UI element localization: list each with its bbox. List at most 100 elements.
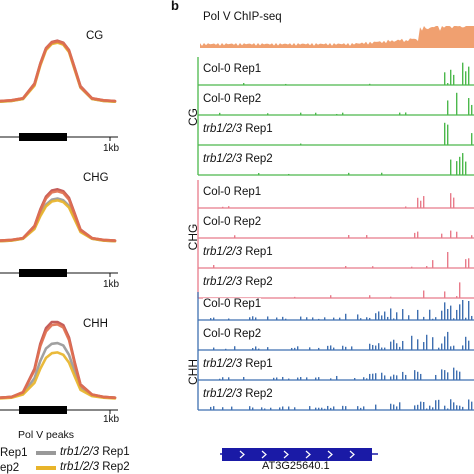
signal-bar (213, 265, 215, 268)
signal-bar (396, 312, 398, 320)
signal-bar (342, 345, 344, 350)
signal-bar (369, 83, 371, 85)
signal-bar (372, 266, 374, 268)
signal-bar (432, 407, 434, 410)
signal-bar (456, 296, 458, 298)
signal-bar (423, 316, 425, 320)
chip-seq-area (200, 26, 474, 48)
signal-bar (243, 376, 245, 380)
signal-bar (366, 317, 368, 320)
signal-bar (405, 112, 407, 115)
signal-bar (306, 317, 308, 320)
peak-region-bar-chh (19, 406, 67, 414)
signal-bar (444, 405, 446, 410)
signal-bar (435, 400, 437, 410)
signal-bar (375, 404, 377, 410)
signal-bar (357, 314, 359, 320)
group-label-chh: CHH (186, 359, 200, 385)
signal-bar (306, 377, 308, 380)
signal-bar (378, 311, 380, 320)
signal-bar (456, 161, 458, 175)
signal-bar (390, 341, 392, 350)
signal-bar (456, 92, 458, 115)
signal-bar (222, 206, 224, 208)
gene-strand-arrow (327, 450, 333, 459)
signal-bar (267, 347, 269, 350)
signal-bar (348, 172, 350, 175)
signal-bar (426, 408, 428, 410)
signal-bar (450, 193, 452, 208)
signal-bar (357, 406, 359, 410)
signal-bar (276, 317, 278, 320)
signal-bar (336, 375, 338, 380)
signal-bar (441, 310, 443, 320)
x-tick-1kb-chh: 1kb (103, 414, 120, 425)
signal-bar (456, 309, 458, 320)
signal-bar (258, 173, 260, 175)
x-tick-1kb-chg: 1kb (103, 279, 120, 290)
signal-bar (228, 206, 230, 208)
signal-bar (435, 317, 437, 320)
track-label-cg-2: trb1/2/3 Rep1 (203, 123, 273, 135)
peak-region-bar-chg (19, 269, 67, 277)
signal-bar (276, 377, 278, 380)
signal-bar (399, 402, 401, 410)
signal-bar (453, 367, 455, 380)
signal-bar (372, 373, 374, 380)
signal-bar (336, 113, 338, 115)
signal-bar (264, 408, 266, 410)
signal-bar (213, 406, 215, 410)
signal-bar (333, 406, 335, 410)
signal-bar (234, 235, 236, 238)
signal-bar (345, 346, 347, 350)
signal-bar (456, 231, 458, 238)
signal-bar (330, 345, 332, 350)
signal-bar (318, 407, 320, 410)
signal-bar (360, 407, 362, 410)
signal-bar (384, 311, 386, 320)
signal-bar (360, 318, 362, 320)
signal-bar (414, 370, 416, 380)
signal-bar (333, 317, 335, 320)
signal-bar (288, 378, 290, 380)
signal-bar (405, 374, 407, 380)
signal-bar (402, 309, 404, 320)
signal-bar (450, 230, 452, 238)
gene-strand-arrow (239, 450, 245, 459)
signal-bar (417, 339, 419, 350)
group-label-chg: CHG (186, 223, 200, 251)
signal-bar (420, 200, 422, 208)
signal-bar (342, 405, 344, 410)
signal-bar (384, 347, 386, 350)
signal-bar (366, 378, 368, 380)
signal-bar (435, 374, 437, 380)
series-line-chg-1 (0, 189, 117, 242)
signal-bar (423, 290, 425, 298)
signal-bar (447, 408, 449, 410)
panel-b-letter: b (171, 0, 179, 13)
signal-bar (444, 336, 446, 350)
signal-bar (462, 153, 464, 175)
signal-bar (390, 296, 392, 298)
signal-bar (225, 348, 227, 350)
signal-bar (456, 370, 458, 380)
signal-bar (447, 124, 449, 145)
signal-bar (309, 347, 311, 350)
signal-bar (213, 317, 215, 320)
signal-bar (447, 308, 449, 320)
signal-bar (285, 83, 287, 85)
signal-bar (450, 305, 452, 320)
series-line-cg-0 (0, 39, 117, 103)
signal-bar (243, 83, 245, 85)
signal-bar (414, 405, 416, 410)
track-label-cg-1: Col-0 Rep2 (203, 93, 262, 105)
signal-bar (468, 340, 470, 350)
signal-bar (432, 260, 434, 268)
signal-bar (465, 259, 467, 268)
signal-bar (465, 336, 467, 350)
series-line-chg-3 (0, 199, 117, 243)
series-line-cg-3 (0, 41, 117, 103)
signal-bar (465, 71, 467, 85)
signal-bar (462, 406, 464, 410)
signal-bar (447, 372, 449, 380)
